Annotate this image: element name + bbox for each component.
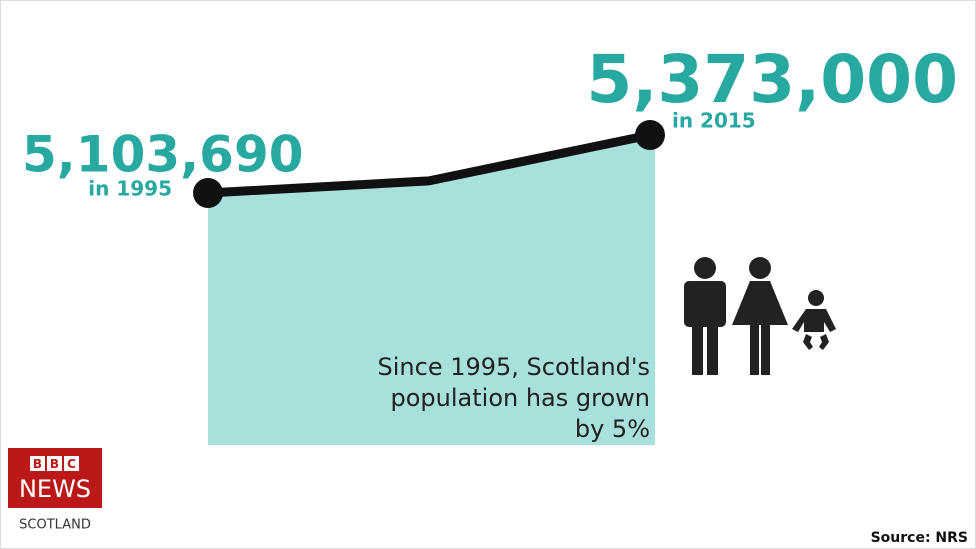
logo-box xyxy=(47,456,62,471)
category-label: in 1995 xyxy=(88,177,172,201)
plot: Since 1995, Scotland's population has gro… xyxy=(22,41,958,445)
family-icon xyxy=(684,257,836,375)
value-label: 5,373,000 xyxy=(586,41,958,118)
logo-name: NEWS xyxy=(19,475,91,503)
line xyxy=(207,130,651,198)
logo-box xyxy=(64,456,79,471)
value-label: 5,103,690 xyxy=(22,126,304,184)
annotation: population has grown xyxy=(391,384,651,412)
point xyxy=(635,120,665,151)
logo-region: SCOTLAND xyxy=(19,518,91,533)
area xyxy=(208,135,655,445)
point xyxy=(193,178,223,209)
category-label: in 2015 xyxy=(672,109,756,133)
logo-letter: B xyxy=(50,457,59,471)
annotation: Since 1995, Scotland's xyxy=(378,353,650,381)
source: Source: NRS xyxy=(871,530,968,546)
annotation: by 5% xyxy=(575,415,650,443)
logo-letter: C xyxy=(67,457,76,471)
logo-box xyxy=(30,456,45,471)
logo-letter: B xyxy=(33,457,42,471)
